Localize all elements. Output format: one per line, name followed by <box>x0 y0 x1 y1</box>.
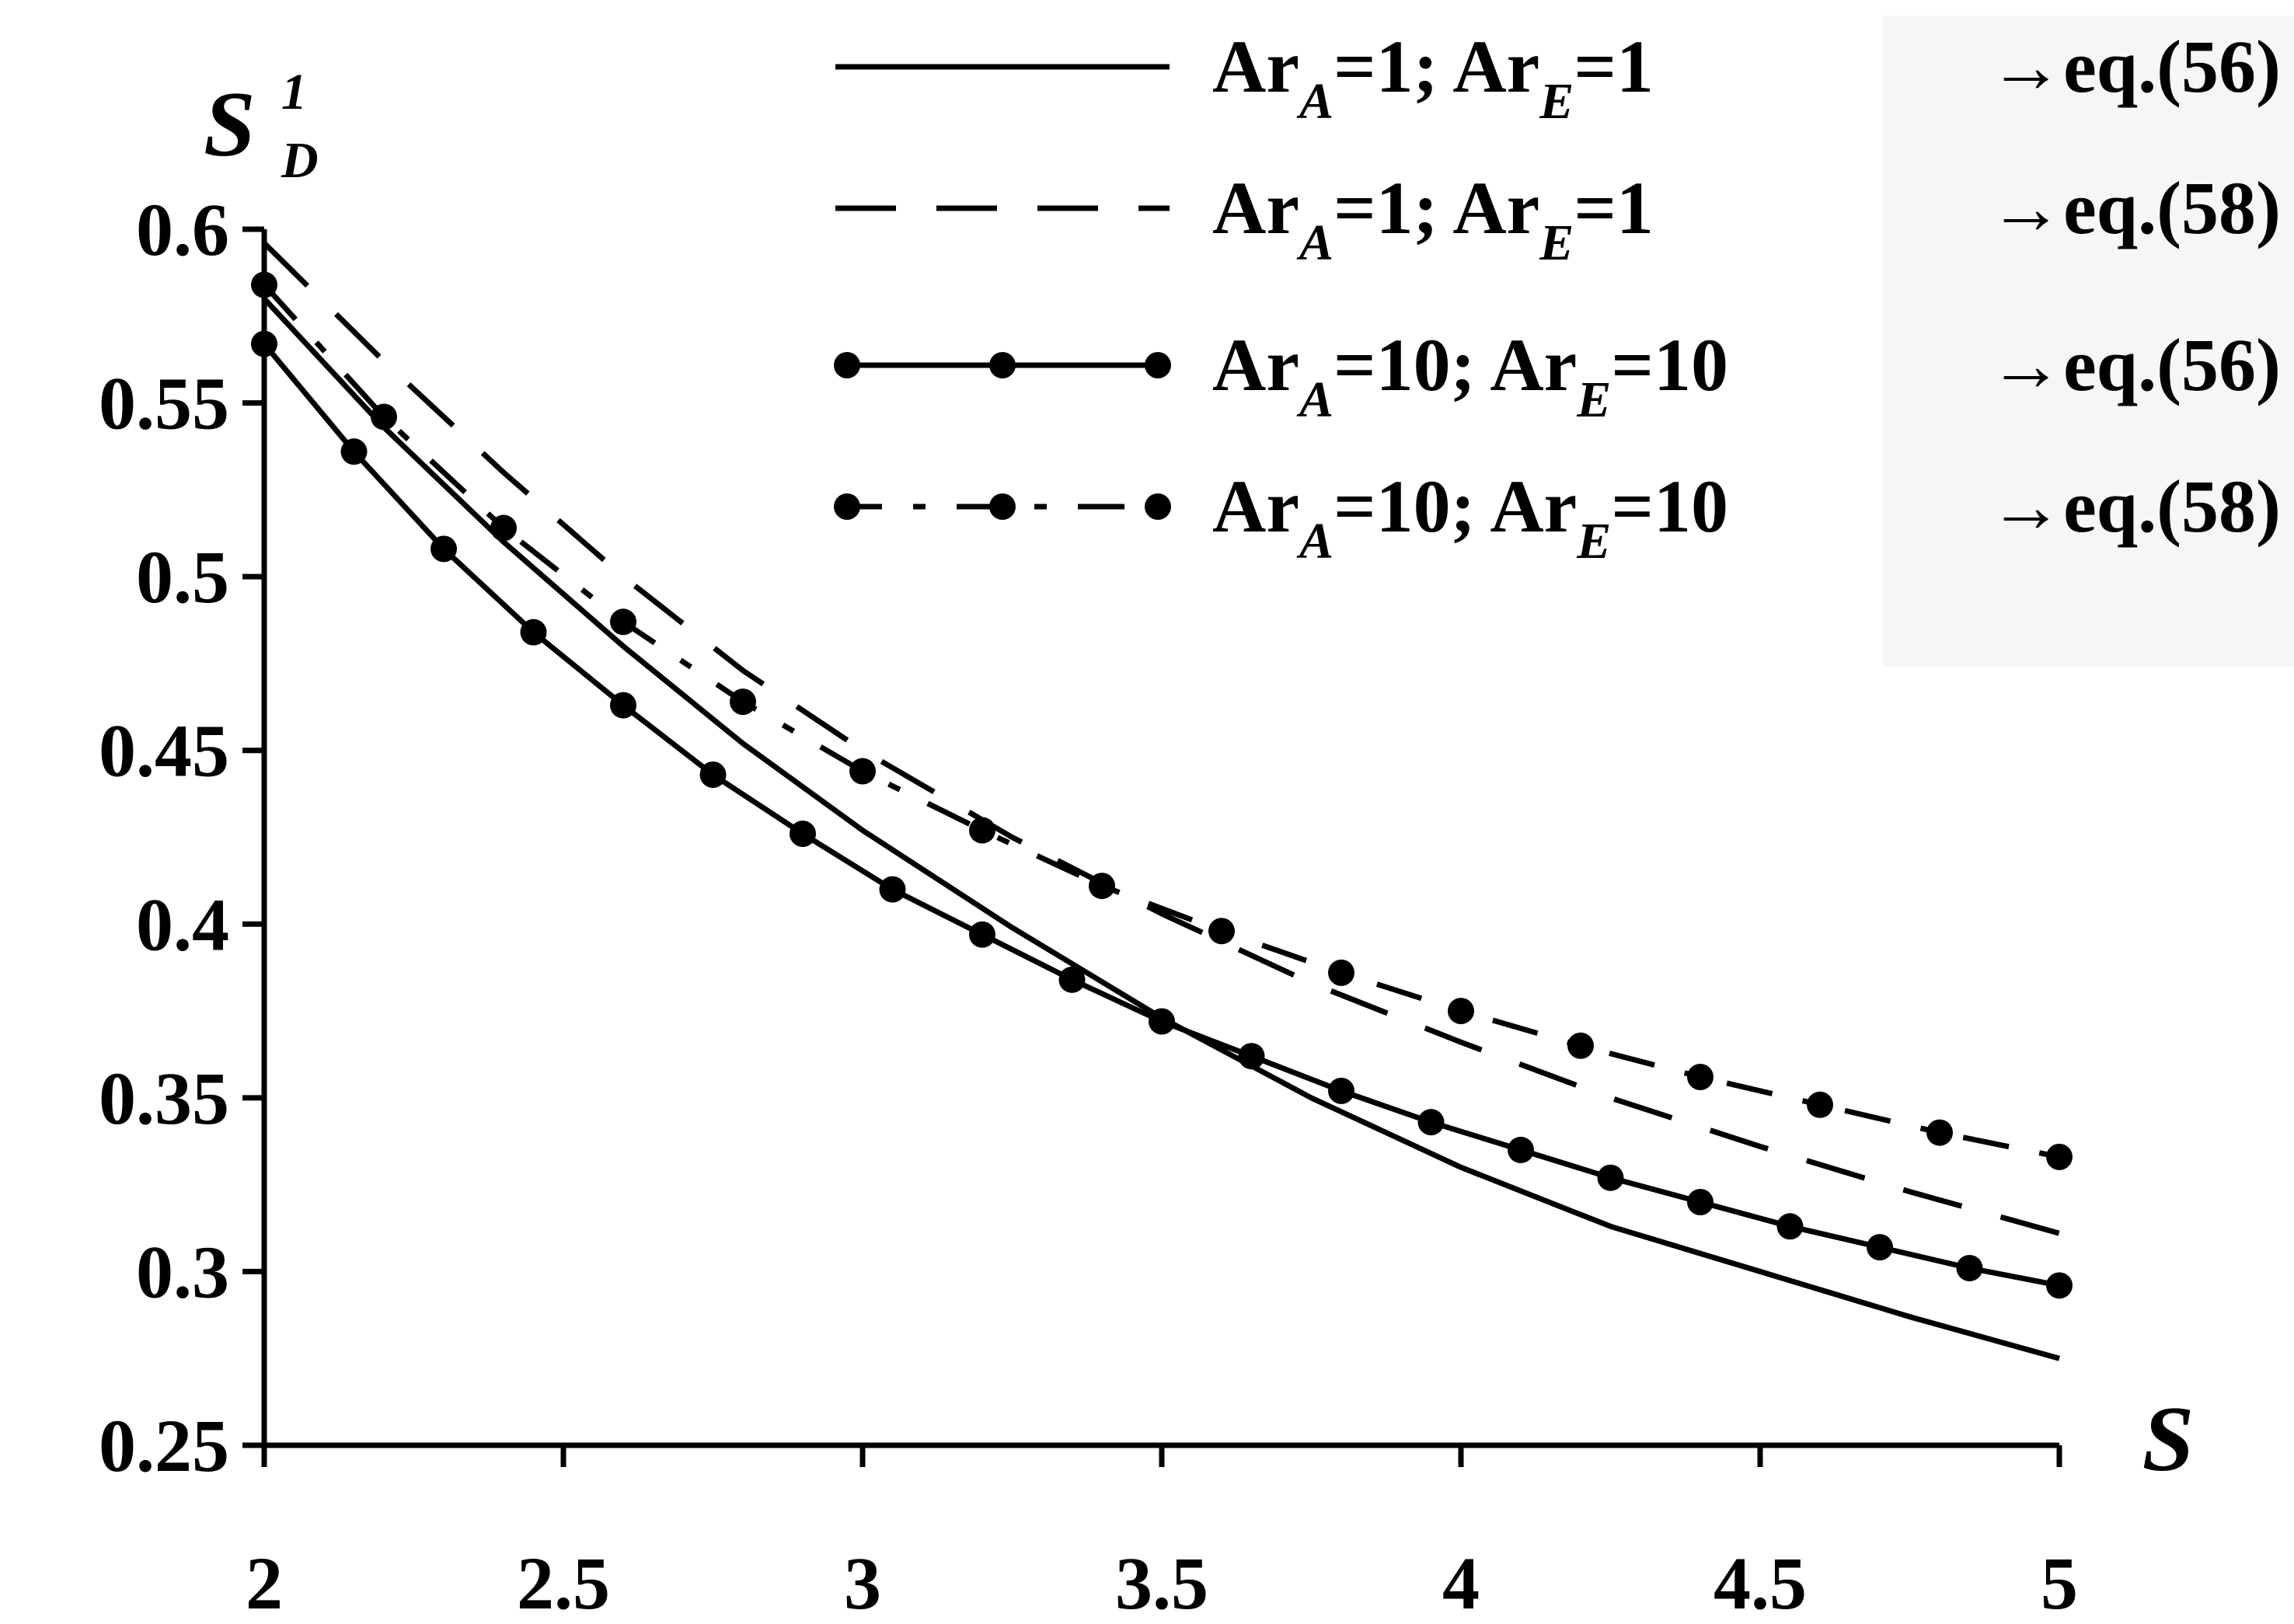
series-line-4 <box>262 283 2060 1160</box>
series-3-point <box>969 921 995 948</box>
y-axis-title-sup: 1 <box>281 64 307 120</box>
series-4-point <box>1567 1032 1594 1059</box>
series-3-point <box>1149 1008 1175 1035</box>
series-4-point <box>610 608 636 636</box>
axes: 2 2.5 3 3.5 4 4.5 5 0.6 0.55 0.5 0.45 0.4 0.35 0.3 0.2… <box>99 64 2194 1624</box>
series-3-point <box>879 876 906 903</box>
y-tick-label: 0.55 <box>99 362 229 445</box>
series-4-point <box>2046 1143 2073 1170</box>
series-line-1 <box>262 297 2060 1361</box>
series-3-point <box>1867 1234 1893 1261</box>
x-tick-label: 3.5 <box>1115 1542 1208 1624</box>
series-3-point <box>699 761 727 789</box>
series-3-point <box>1687 1189 1714 1215</box>
x-tick-label: 2 <box>246 1542 283 1624</box>
y-tick-label: 0.4 <box>136 883 229 966</box>
series-3-point <box>2046 1272 2073 1299</box>
series-3-point <box>1508 1136 1534 1163</box>
series-4-point <box>490 514 517 542</box>
series-3-point <box>1956 1254 1983 1281</box>
legend-background <box>1883 16 2294 667</box>
series-4-point <box>1208 918 1235 945</box>
x-axis-title: S <box>2142 1387 2195 1490</box>
plot-area <box>251 241 2073 1361</box>
series-4-point <box>1926 1119 1953 1146</box>
legend-ref-2: →eq.(58) <box>1989 166 2281 249</box>
series-line-2 <box>262 241 2060 1236</box>
series-4-point <box>849 758 876 785</box>
series-4-point <box>969 817 995 844</box>
series-3-point <box>1328 1077 1354 1104</box>
legend-label-2: ArA=1; ArE=1 <box>1212 166 1654 271</box>
series-3-point <box>790 821 816 848</box>
x-tick-label: 5 <box>2041 1542 2078 1624</box>
y-tick-label: 0.35 <box>99 1057 229 1140</box>
series-4-point <box>1089 873 1115 900</box>
x-tick-label: 4 <box>1442 1542 1480 1624</box>
series-4-point <box>371 403 397 430</box>
series-3-point <box>1058 966 1086 993</box>
y-tick-label: 0.5 <box>136 535 229 619</box>
series-3-point <box>1776 1213 1804 1240</box>
series-4-point <box>730 688 756 716</box>
legend-ref-3: →eq.(56) <box>1989 323 2281 406</box>
series-4-point <box>1687 1064 1714 1091</box>
y-tick-label: 0.6 <box>136 188 229 271</box>
y-axis-title-sub: D <box>281 132 319 189</box>
x-tick-label: 2.5 <box>517 1542 610 1624</box>
series-3-point <box>1597 1164 1624 1191</box>
series-line-3 <box>262 342 2060 1288</box>
legend-ref-4: →eq.(58) <box>1989 465 2281 548</box>
legend-marker <box>1145 493 1171 520</box>
series-3-point <box>340 438 368 465</box>
x-tick-label: 3 <box>844 1542 881 1624</box>
series-3-point <box>610 692 636 719</box>
legend: ArA=1; ArE=1 →eq.(56) ArA=1; ArE=1 →eq.(58)… <box>834 25 2281 570</box>
legend-label-1: ArA=1; ArE=1 <box>1212 25 1654 130</box>
series-3-point <box>520 619 547 646</box>
legend-marker <box>834 493 860 520</box>
y-axis-title: S <box>204 72 256 176</box>
legend-marker <box>1145 352 1171 378</box>
legend-marker <box>834 352 860 378</box>
series-3-point <box>431 535 457 563</box>
series-4-point <box>1328 959 1354 986</box>
series-3-point <box>1238 1043 1265 1070</box>
y-tick-label: 0.25 <box>99 1404 229 1487</box>
series-4-point <box>1807 1091 1833 1118</box>
legend-marker <box>989 493 1016 520</box>
legend-label-4: ArA=10; ArE=10 <box>1212 465 1728 570</box>
legend-label-3: ArA=10; ArE=10 <box>1212 323 1728 428</box>
series-3-point <box>1417 1109 1445 1136</box>
series-4-point <box>1448 998 1474 1025</box>
x-tick-label: 4.5 <box>1714 1542 1807 1624</box>
y-tick-label: 0.45 <box>99 709 229 793</box>
legend-ref-1: →eq.(56) <box>1989 25 2281 108</box>
y-tick-label: 0.3 <box>136 1230 229 1313</box>
legend-marker <box>989 352 1016 378</box>
